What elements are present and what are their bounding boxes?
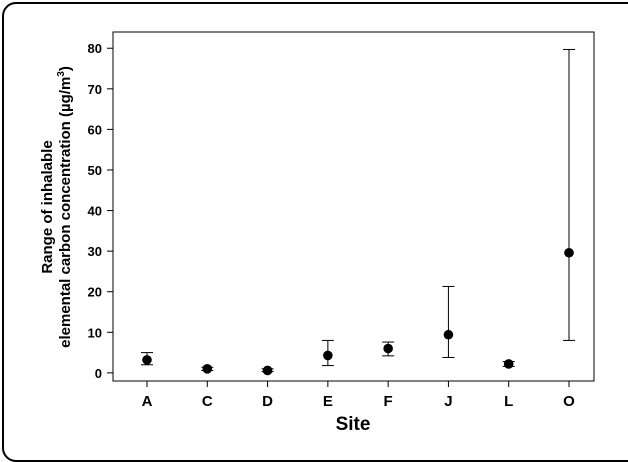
data-point-D: [262, 365, 273, 376]
x-tick-label-A: A: [142, 393, 153, 410]
y-tick-label-40: 40: [88, 204, 102, 219]
range-chart: 0 10 20 30 40 50 60 70 80 A C D E F J L O Range of inha…: [39, 31, 595, 435]
y-tick-label-30: 30: [88, 244, 102, 259]
y-tick-label-20: 20: [88, 285, 102, 300]
data-point-A: [142, 355, 152, 365]
x-tick-label-D: D: [262, 393, 273, 410]
data-point-E: [323, 350, 333, 361]
y-axis-ticks: 0 10 20 30 40 50 60 70 80: [88, 41, 113, 381]
y-tick-label-50: 50: [88, 163, 102, 178]
y-tick-label-60: 60: [88, 122, 102, 137]
y-axis-title-line2: elemental carbon concentration (µg/m3): [56, 66, 74, 348]
y-axis-title-line1: Range of inhalable: [39, 140, 56, 273]
x-tick-label-C: C: [202, 393, 213, 410]
data-point-C: [202, 364, 213, 374]
x-tick-label-F: F: [384, 393, 393, 410]
y-axis-title-close: ): [57, 66, 74, 71]
data-point-O: [564, 247, 574, 258]
data-marks: [141, 48, 575, 376]
y-tick-label-80: 80: [88, 41, 102, 56]
y-axis-title-sup: 3: [56, 71, 67, 77]
x-tick-label-O: O: [563, 393, 575, 410]
x-tick-label-E: E: [323, 393, 333, 410]
y-axis-title-main: elemental carbon concentration (µg/m: [57, 77, 74, 348]
plot-area: [112, 31, 595, 382]
y-tick-label-0: 0: [95, 366, 102, 381]
data-point-L: [503, 359, 514, 369]
data-point-J: [443, 329, 454, 340]
y-tick-label-10: 10: [88, 325, 102, 340]
data-point-F: [383, 343, 393, 354]
x-axis-title: Site: [336, 414, 371, 435]
x-tick-label-J: J: [444, 393, 452, 410]
y-tick-label-70: 70: [88, 82, 102, 97]
x-tick-label-L: L: [504, 393, 513, 410]
